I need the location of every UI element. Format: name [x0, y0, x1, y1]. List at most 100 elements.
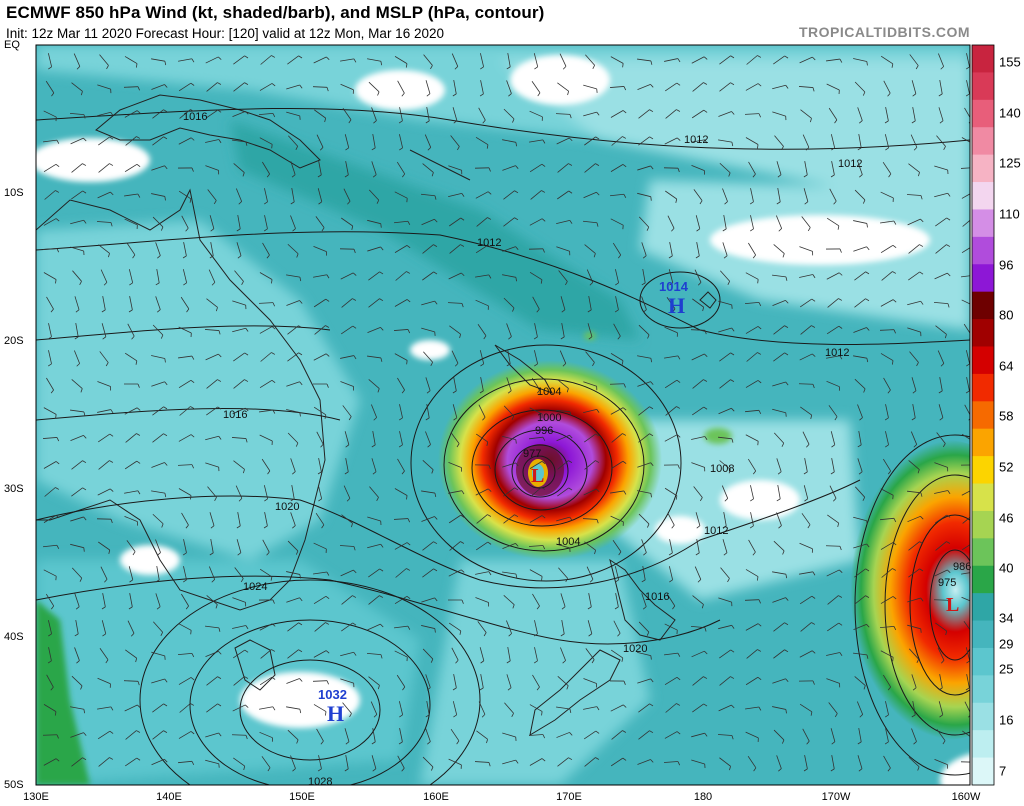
wind-barb-flag	[83, 435, 87, 439]
wind-barb-flag	[190, 379, 195, 384]
wind-barb-flag	[454, 66, 459, 70]
wind-barb	[259, 676, 273, 686]
wind-barb-flag	[537, 92, 541, 97]
wind-barb	[772, 678, 786, 684]
wind-barb	[207, 486, 217, 498]
wind-barb-flag	[837, 522, 840, 528]
wind-barb-flag	[242, 469, 245, 474]
wind-barb	[503, 595, 515, 605]
wind-barb	[800, 325, 812, 335]
wind-barb	[259, 623, 273, 631]
wind-barb-flag	[82, 190, 87, 194]
wind-barb-flag	[562, 363, 567, 367]
wind-barb-flag	[587, 606, 592, 610]
wind-barb-flag	[592, 362, 595, 367]
wind-barb	[692, 595, 704, 605]
wind-barb-flag	[190, 109, 195, 112]
wind-barb-flag	[131, 335, 135, 340]
wind-barb-flag	[129, 282, 133, 286]
wind-barb-flag	[534, 66, 538, 70]
wind-barb	[476, 514, 488, 524]
wind-barb	[399, 134, 403, 148]
wind-barb	[287, 325, 299, 335]
wind-barb	[854, 81, 866, 93]
wind-barb-flag	[560, 633, 565, 637]
wind-barb-flag	[351, 523, 353, 528]
wind-barb-flag	[811, 622, 816, 625]
wind-barb	[935, 541, 947, 551]
wind-barb	[691, 353, 705, 361]
wind-barb	[70, 543, 84, 549]
wind-barb	[853, 652, 867, 656]
wind-barb-flag	[190, 406, 195, 409]
wind-barb-flag	[892, 542, 897, 546]
wind-barb-flag	[209, 255, 214, 259]
wind-barb-flag	[426, 93, 431, 97]
wind-barb-flag	[782, 550, 785, 555]
wind-barb	[799, 274, 813, 278]
wind-barb-flag	[703, 379, 708, 382]
map-frame	[35, 44, 971, 786]
wind-barb	[718, 407, 732, 415]
wind-barb	[233, 163, 245, 173]
wind-barb-flag	[569, 434, 573, 439]
wind-barb	[421, 327, 435, 333]
wind-barb-flag	[677, 137, 681, 141]
wind-barb-flag	[244, 379, 249, 382]
wind-barb-flag	[238, 201, 242, 205]
wind-barb	[773, 244, 785, 254]
wind-barb-flag	[701, 604, 704, 609]
wind-barb-flag	[536, 308, 540, 313]
wind-barb-flag	[479, 93, 484, 97]
wind-barb	[664, 355, 678, 359]
wind-barb-flag	[515, 573, 518, 578]
wind-barb	[614, 566, 620, 580]
wind-barb-flag	[671, 228, 675, 232]
wind-barb-flag	[83, 516, 87, 521]
wind-barb	[669, 242, 673, 256]
wind-barb	[97, 191, 111, 199]
wind-barb-flag	[947, 569, 951, 573]
wind-barb-flag	[776, 201, 781, 205]
wind-barb-flag	[614, 309, 619, 313]
wind-barb-flag	[55, 487, 60, 490]
wind-barb	[48, 647, 52, 661]
wind-barb-flag	[103, 282, 108, 286]
wind-barb-flag	[536, 605, 540, 610]
wind-barb	[936, 432, 946, 444]
wind-barb	[938, 53, 944, 67]
wind-barb-flag	[164, 381, 168, 386]
wind-barb	[503, 217, 515, 227]
wind-barb-flag	[299, 678, 303, 682]
colorbar-swatch	[972, 291, 994, 320]
wind-barb	[286, 409, 300, 413]
wind-barb-flag	[263, 525, 268, 529]
wind-barb	[502, 571, 516, 575]
wind-barb-flag	[377, 388, 380, 393]
wind-barb-flag	[515, 462, 519, 467]
wind-barb-flag	[272, 599, 275, 604]
wind-barb	[44, 487, 56, 497]
wind-barb	[584, 433, 596, 443]
wind-barb	[610, 407, 624, 415]
wind-barb-flag	[541, 515, 546, 519]
wind-barb-flag	[299, 709, 302, 714]
wind-barb	[232, 327, 246, 333]
lon-label-150e: 150E	[289, 791, 315, 803]
wind-barb	[692, 298, 704, 308]
wind-barb-flag	[377, 91, 380, 96]
wind-barb-flag	[785, 300, 789, 304]
wind-barb-flag	[568, 757, 573, 761]
wind-barb	[696, 539, 700, 553]
wind-barb	[528, 734, 544, 736]
wind-barb-flag	[48, 66, 52, 70]
wind-barb-flag	[622, 164, 627, 168]
wind-barb-flag	[74, 336, 79, 340]
wind-barb-flag	[724, 201, 728, 205]
wind-barb-flag	[507, 390, 512, 394]
wind-barb	[880, 55, 894, 65]
wind-barb-flag	[515, 142, 517, 147]
wind-barb-flag	[299, 574, 301, 579]
wind-barb	[478, 107, 486, 121]
wind-barb-flag	[919, 244, 924, 247]
